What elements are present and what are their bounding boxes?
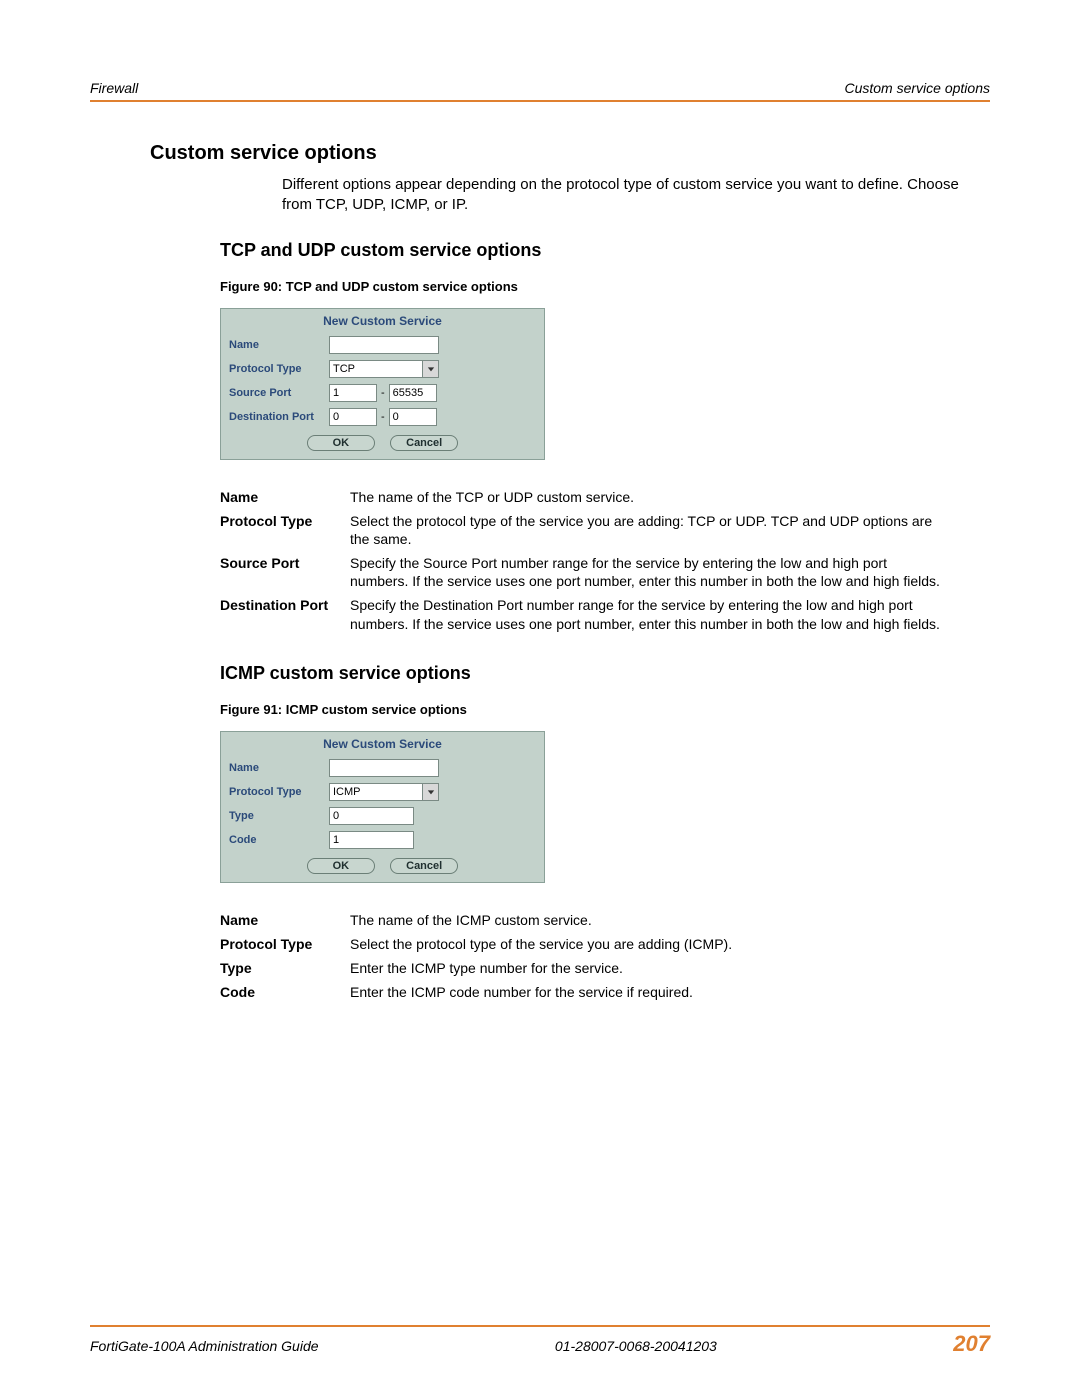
icmp-label-name: Name — [229, 762, 329, 774]
icmp-row-name: Name — [221, 756, 544, 780]
def-term: Destination Port — [220, 596, 350, 632]
running-header: Firewall Custom service options — [90, 80, 990, 96]
ok-button[interactable]: OK — [307, 435, 375, 451]
tcp-label-name: Name — [229, 339, 329, 351]
cancel-button[interactable]: Cancel — [390, 858, 458, 874]
tcp-input-dest-high[interactable] — [389, 408, 437, 426]
icmp-label-protocol: Protocol Type — [229, 786, 329, 798]
def-desc: Specify the Destination Port number rang… — [350, 596, 940, 632]
def-term: Protocol Type — [220, 512, 350, 548]
footer-left: FortiGate-100A Administration Guide — [90, 1338, 319, 1354]
icmp-input-type[interactable] — [329, 807, 414, 825]
tcp-select-value: TCP — [330, 362, 358, 376]
def-row: Protocol Type Select the protocol type o… — [220, 512, 940, 548]
def-desc: The name of the TCP or UDP custom servic… — [350, 488, 940, 506]
def-desc: Select the protocol type of the service … — [350, 512, 940, 548]
icmp-heading: ICMP custom service options — [220, 663, 990, 684]
page-number: 207 — [953, 1331, 990, 1357]
header-left: Firewall — [90, 80, 138, 96]
header-right: Custom service options — [844, 80, 990, 96]
def-desc: Select the protocol type of the service … — [350, 935, 940, 953]
icmp-input-code[interactable] — [329, 831, 414, 849]
def-term: Code — [220, 983, 350, 1001]
icmp-panel-title: New Custom Service — [221, 732, 544, 756]
section-title: Custom service options — [150, 142, 990, 165]
tcp-input-dest-low[interactable] — [329, 408, 377, 426]
tcp-panel-title: New Custom Service — [221, 309, 544, 333]
def-row: Protocol Type Select the protocol type o… — [220, 935, 940, 953]
def-desc: Specify the Source Port number range for… — [350, 554, 940, 590]
tcp-label-protocol: Protocol Type — [229, 363, 329, 375]
tcp-figure-caption: Figure 90: TCP and UDP custom service op… — [220, 279, 990, 294]
def-row: Name The name of the ICMP custom service… — [220, 911, 940, 929]
tcp-def-table: Name The name of the TCP or UDP custom s… — [220, 488, 940, 633]
def-term: Name — [220, 488, 350, 506]
icmp-label-type: Type — [229, 810, 329, 822]
icmp-figure: New Custom Service Name Protocol Type IC… — [220, 731, 990, 883]
tcp-panel: New Custom Service Name Protocol Type TC… — [220, 308, 545, 460]
section-intro: Different options appear depending on th… — [282, 175, 972, 216]
icmp-label-code: Code — [229, 834, 329, 846]
tcp-panel-buttons: OK Cancel — [221, 429, 544, 459]
def-term: Protocol Type — [220, 935, 350, 953]
tcp-row-dest: Destination Port - — [221, 405, 544, 429]
icmp-select-protocol[interactable]: ICMP — [329, 783, 439, 801]
tcp-input-name[interactable] — [329, 336, 439, 354]
tcp-row-name: Name — [221, 333, 544, 357]
def-row: Source Port Specify the Source Port numb… — [220, 554, 940, 590]
def-term: Source Port — [220, 554, 350, 590]
icmp-def-table: Name The name of the ICMP custom service… — [220, 911, 940, 1002]
def-term: Name — [220, 911, 350, 929]
footer-rule — [90, 1325, 990, 1327]
def-row: Name The name of the TCP or UDP custom s… — [220, 488, 940, 506]
footer-center: 01-28007-0068-20041203 — [555, 1338, 717, 1354]
def-term: Type — [220, 959, 350, 977]
icmp-row-protocol: Protocol Type ICMP — [221, 780, 544, 804]
header-rule — [90, 100, 990, 102]
icmp-row-code: Code — [221, 828, 544, 852]
page: Firewall Custom service options Custom s… — [0, 0, 1080, 1397]
cancel-button[interactable]: Cancel — [390, 435, 458, 451]
footer: FortiGate-100A Administration Guide 01-2… — [90, 1325, 990, 1357]
icmp-input-name[interactable] — [329, 759, 439, 777]
icmp-row-type: Type — [221, 804, 544, 828]
tcp-row-source: Source Port - — [221, 381, 544, 405]
def-row: Code Enter the ICMP code number for the … — [220, 983, 940, 1001]
tcp-input-source-low[interactable] — [329, 384, 377, 402]
chevron-down-icon[interactable] — [422, 361, 438, 377]
def-desc: The name of the ICMP custom service. — [350, 911, 940, 929]
footer-line: FortiGate-100A Administration Guide 01-2… — [90, 1331, 990, 1357]
dash: - — [381, 387, 385, 399]
tcp-heading: TCP and UDP custom service options — [220, 240, 990, 261]
tcp-label-dest: Destination Port — [229, 411, 329, 423]
icmp-panel-buttons: OK Cancel — [221, 852, 544, 882]
tcp-figure: New Custom Service Name Protocol Type TC… — [220, 308, 990, 460]
ok-button[interactable]: OK — [307, 858, 375, 874]
dash: - — [381, 411, 385, 423]
icmp-select-value: ICMP — [330, 785, 364, 799]
icmp-panel: New Custom Service Name Protocol Type IC… — [220, 731, 545, 883]
tcp-label-source: Source Port — [229, 387, 329, 399]
tcp-input-source-high[interactable] — [389, 384, 437, 402]
def-row: Type Enter the ICMP type number for the … — [220, 959, 940, 977]
def-row: Destination Port Specify the Destination… — [220, 596, 940, 632]
tcp-select-protocol[interactable]: TCP — [329, 360, 439, 378]
icmp-figure-caption: Figure 91: ICMP custom service options — [220, 702, 990, 717]
tcp-row-protocol: Protocol Type TCP — [221, 357, 544, 381]
def-desc: Enter the ICMP type number for the servi… — [350, 959, 940, 977]
chevron-down-icon[interactable] — [422, 784, 438, 800]
def-desc: Enter the ICMP code number for the servi… — [350, 983, 940, 1001]
